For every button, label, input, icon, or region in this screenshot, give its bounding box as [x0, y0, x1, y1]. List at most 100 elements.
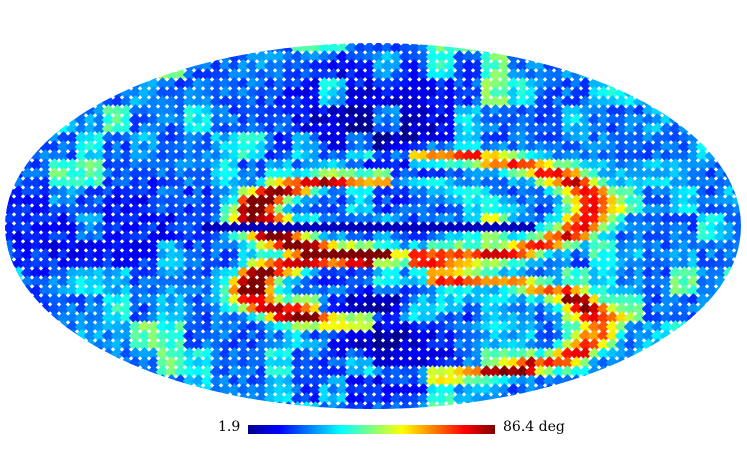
map-pixel: [254, 320, 269, 334]
map-pixel: [596, 59, 611, 73]
map-pixel: [488, 347, 503, 361]
map-pixel: [434, 194, 449, 208]
map-pixel: [245, 347, 260, 361]
map-pixel: [614, 311, 629, 325]
map-pixel: [425, 365, 440, 379]
map-pixel: [596, 374, 611, 388]
map-pixel: [371, 131, 386, 145]
map-pixel: [308, 257, 323, 271]
map-pixel: [470, 365, 485, 379]
map-pixel: [110, 167, 125, 181]
map-pixel: [704, 320, 719, 334]
map-pixel: [731, 158, 741, 172]
map-pixel: [317, 86, 332, 100]
map-pixel: [299, 104, 314, 118]
map-pixel: [695, 401, 710, 409]
map-pixel: [137, 43, 152, 55]
map-pixel: [605, 275, 620, 289]
map-pixel: [605, 392, 620, 406]
map-pixel: [272, 311, 287, 325]
map-pixel: [20, 59, 35, 73]
map-pixel: [263, 95, 278, 109]
map-pixel: [659, 122, 674, 136]
map-pixel: [101, 68, 116, 82]
map-pixel: [11, 365, 26, 379]
map-pixel: [587, 221, 602, 235]
map-pixel: [425, 293, 440, 307]
map-pixel: [497, 167, 512, 181]
map-pixel: [416, 365, 431, 379]
map-pixel: [317, 311, 332, 325]
map-pixel: [299, 392, 314, 406]
map-pixel: [686, 248, 701, 262]
map-pixel: [470, 194, 485, 208]
map-pixel: [470, 230, 485, 244]
map-pixel: [641, 329, 656, 343]
map-pixel: [515, 401, 530, 409]
map-pixel: [335, 95, 350, 109]
map-pixel: [389, 356, 404, 370]
map-pixel: [353, 185, 368, 199]
map-pixel: [713, 59, 728, 73]
map-pixel: [326, 203, 341, 217]
map-pixel: [65, 50, 80, 64]
map-pixel: [245, 140, 260, 154]
map-pixel: [578, 104, 593, 118]
map-pixel: [677, 284, 692, 298]
map-pixel: [425, 383, 440, 397]
map-pixel: [119, 365, 134, 379]
map-pixel: [254, 230, 269, 244]
map-pixel: [443, 275, 458, 289]
map-pixel: [362, 383, 377, 397]
map-pixel: [353, 167, 368, 181]
map-pixel: [704, 185, 719, 199]
map-pixel: [308, 266, 323, 280]
map-pixel: [398, 329, 413, 343]
map-pixel: [290, 257, 305, 271]
map-pixel: [227, 239, 242, 253]
map-pixel: [677, 50, 692, 64]
map-pixel: [371, 356, 386, 370]
map-pixel: [470, 239, 485, 253]
map-pixel: [497, 329, 512, 343]
map-pixel: [731, 176, 741, 190]
map-pixel: [623, 77, 638, 91]
map-pixel: [20, 86, 35, 100]
map-pixel: [641, 77, 656, 91]
map-pixel: [542, 293, 557, 307]
map-pixel: [335, 167, 350, 181]
map-pixel: [497, 185, 512, 199]
map-pixel: [38, 113, 53, 127]
map-pixel: [614, 203, 629, 217]
map-pixel: [290, 239, 305, 253]
map-pixel: [641, 401, 656, 409]
map-pixel: [713, 311, 728, 325]
map-pixel: [110, 194, 125, 208]
map-pixel: [407, 167, 422, 181]
map-pixel: [371, 266, 386, 280]
map-pixel: [56, 68, 71, 82]
map-pixel: [614, 329, 629, 343]
map-pixel: [596, 383, 611, 397]
map-pixel: [65, 176, 80, 190]
map-pixel: [110, 122, 125, 136]
map-pixel: [362, 185, 377, 199]
map-pixel: [20, 131, 35, 145]
map-pixel: [632, 122, 647, 136]
map-pixel: [713, 212, 728, 226]
map-pixel: [605, 401, 620, 409]
map-pixel: [218, 43, 233, 55]
map-pixel: [542, 131, 557, 145]
map-pixel: [101, 203, 116, 217]
map-pixel: [83, 149, 98, 163]
map-pixel: [461, 284, 476, 298]
map-pixel: [398, 77, 413, 91]
map-pixel: [74, 77, 89, 91]
map-pixel: [281, 185, 296, 199]
map-pixel: [200, 149, 215, 163]
map-pixel: [722, 113, 737, 127]
map-pixel: [101, 131, 116, 145]
map-pixel: [110, 356, 125, 370]
map-pixel: [317, 158, 332, 172]
